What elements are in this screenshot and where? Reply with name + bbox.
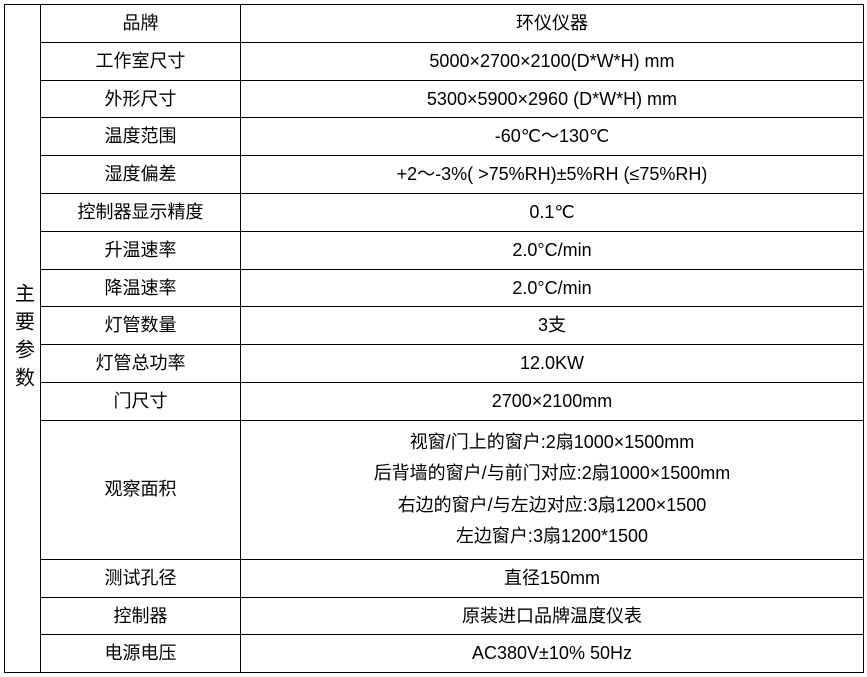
multiline-item: 后背墙的窗户/与前门对应:2扇1000×1500mm [245, 458, 859, 490]
row-label: 灯管总功率 [41, 345, 241, 383]
row-label: 温度范围 [41, 118, 241, 156]
row-label: 控制器 [41, 597, 241, 635]
row-label: 门尺寸 [41, 382, 241, 420]
row-value: 0.1℃ [241, 193, 864, 231]
row-value: 原装进口品牌温度仪表 [241, 597, 864, 635]
row-label: 降温速率 [41, 269, 241, 307]
row-label: 升温速率 [41, 231, 241, 269]
row-label: 观察面积 [41, 420, 241, 559]
table-row: 主要参数 品牌 环仪仪器 [5, 5, 864, 43]
spec-table-body: 主要参数 品牌 环仪仪器 工作室尺寸 5000×2700×2100(D*W*H)… [5, 5, 864, 673]
row-value: 直径150mm [241, 559, 864, 597]
table-row: 控制器 原装进口品牌温度仪表 [5, 597, 864, 635]
table-row: 电源电压 AC380V±10% 50Hz [5, 635, 864, 673]
table-row: 灯管总功率 12.0KW [5, 345, 864, 383]
row-value: 5000×2700×2100(D*W*H) mm [241, 42, 864, 80]
multiline-item: 右边的窗户/与左边对应:3扇1200×1500 [245, 490, 859, 522]
row-value-multiline: 视窗/门上的窗户:2扇1000×1500mm 后背墙的窗户/与前门对应:2扇10… [241, 420, 864, 559]
row-label: 工作室尺寸 [41, 42, 241, 80]
table-row: 控制器显示精度 0.1℃ [5, 193, 864, 231]
table-row: 升温速率 2.0°C/min [5, 231, 864, 269]
table-row: 湿度偏差 +2～-3%( >75%RH)±5%RH (≤75%RH) [5, 156, 864, 194]
row-label: 灯管数量 [41, 307, 241, 345]
row-label: 控制器显示精度 [41, 193, 241, 231]
row-value: 2700×2100mm [241, 382, 864, 420]
table-row: 观察面积 视窗/门上的窗户:2扇1000×1500mm 后背墙的窗户/与前门对应… [5, 420, 864, 559]
row-value: 3支 [241, 307, 864, 345]
row-label: 湿度偏差 [41, 156, 241, 194]
table-row: 降温速率 2.0°C/min [5, 269, 864, 307]
row-value: -60℃～130℃ [241, 118, 864, 156]
row-label: 外形尺寸 [41, 80, 241, 118]
table-row: 门尺寸 2700×2100mm [5, 382, 864, 420]
row-value: +2～-3%( >75%RH)±5%RH (≤75%RH) [241, 156, 864, 194]
table-row: 温度范围 -60℃～130℃ [5, 118, 864, 156]
row-value: 5300×5900×2960 (D*W*H) mm [241, 80, 864, 118]
row-value: 2.0°C/min [241, 269, 864, 307]
header-label-cell: 主要参数 [5, 5, 41, 673]
multiline-item: 视窗/门上的窗户:2扇1000×1500mm [245, 427, 859, 459]
row-value: 12.0KW [241, 345, 864, 383]
spec-table: 主要参数 品牌 环仪仪器 工作室尺寸 5000×2700×2100(D*W*H)… [4, 4, 864, 673]
table-row: 工作室尺寸 5000×2700×2100(D*W*H) mm [5, 42, 864, 80]
multiline-item: 左边窗户:3扇1200*1500 [245, 521, 859, 553]
table-row: 测试孔径 直径150mm [5, 559, 864, 597]
table-row: 外形尺寸 5300×5900×2960 (D*W*H) mm [5, 80, 864, 118]
row-label: 品牌 [41, 5, 241, 43]
row-value: 环仪仪器 [241, 5, 864, 43]
row-value: AC380V±10% 50Hz [241, 635, 864, 673]
row-label: 电源电压 [41, 635, 241, 673]
row-label: 测试孔径 [41, 559, 241, 597]
table-row: 灯管数量 3支 [5, 307, 864, 345]
row-value: 2.0°C/min [241, 231, 864, 269]
